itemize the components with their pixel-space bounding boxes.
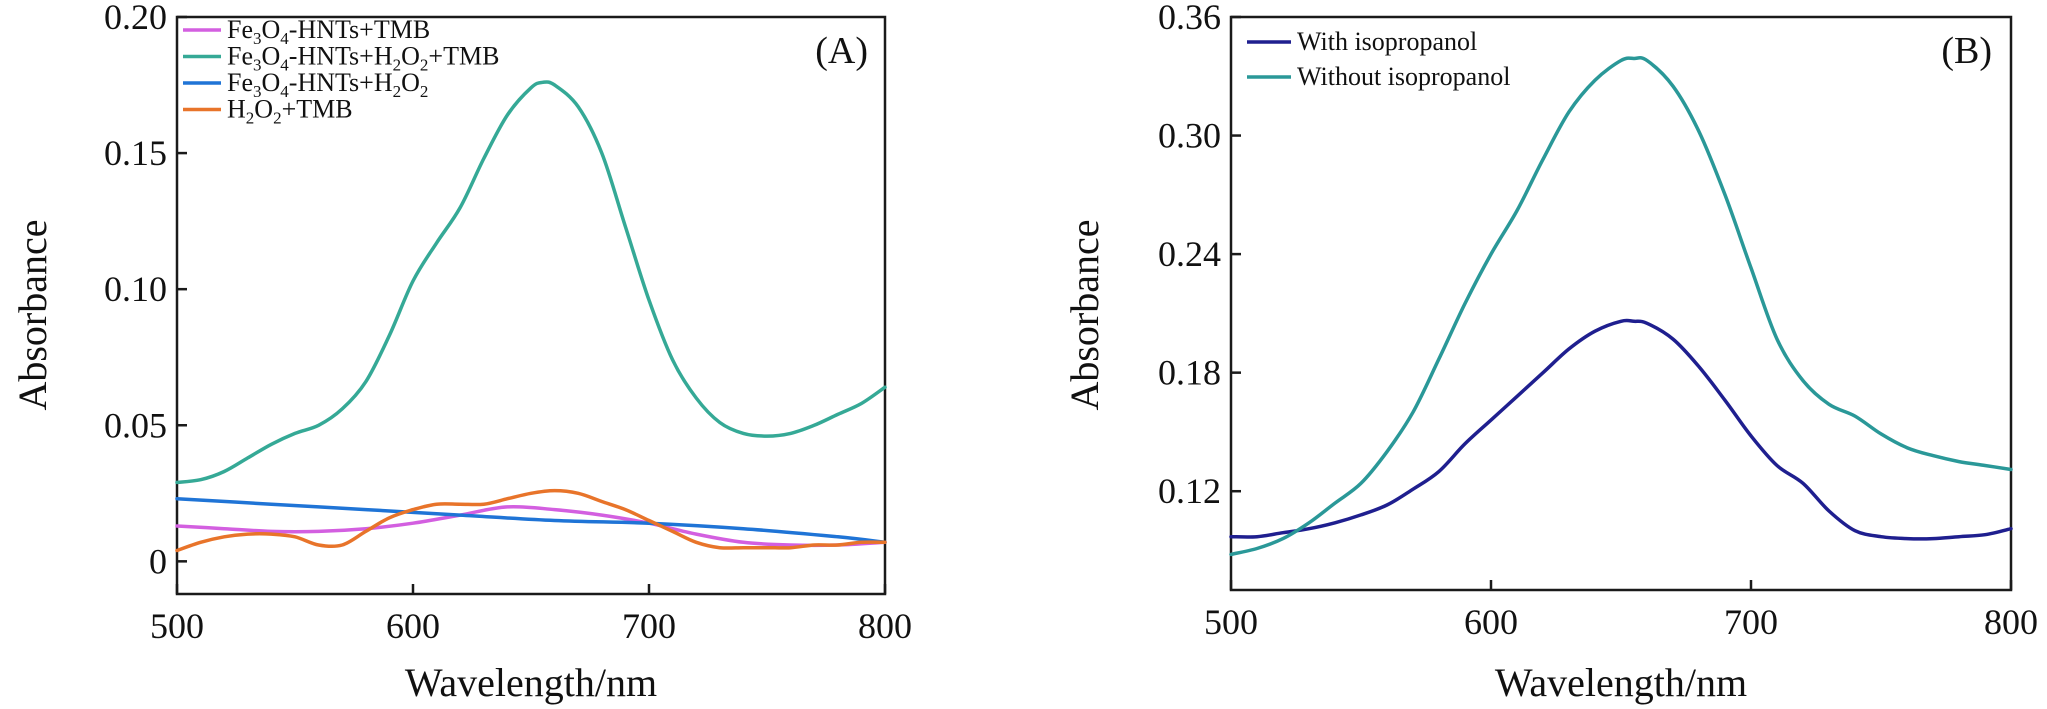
x-tick-label-b: 800 xyxy=(1984,602,2038,642)
series-line-b-1 xyxy=(1229,56,2013,557)
series-group-b xyxy=(1229,56,2013,557)
y-tick-label-a: 0.10 xyxy=(104,269,167,309)
series-line-a-3 xyxy=(175,488,887,553)
y-tick-label-b: 0.36 xyxy=(1158,0,1221,37)
x-tick-label-b: 700 xyxy=(1724,602,1778,642)
legend-a: Fe3O4-HNTs+TMBFe3O4-HNTs+H2O2+TMBFe3O4-H… xyxy=(183,15,499,128)
series-group-a xyxy=(175,80,887,553)
x-tick-label-b: 600 xyxy=(1464,602,1518,642)
x-tick-label-a: 700 xyxy=(622,606,676,646)
legend-label-a-2: Fe3O4-HNTs+H2O2 xyxy=(227,68,428,101)
legend-label-a-1: Fe3O4-HNTs+H2O2+TMB xyxy=(227,42,499,75)
y-tick-label-a: 0.05 xyxy=(104,405,167,445)
legend-label-b-0: With isopropanol xyxy=(1297,27,1477,56)
x-tick-label-a: 600 xyxy=(386,606,440,646)
legend-label-b-1: Without isopropanol xyxy=(1297,62,1510,91)
y-tick-label-a: 0.15 xyxy=(104,133,167,173)
legend-b: With isopropanol Without isopropanol xyxy=(1247,27,1510,91)
legend-label-a-0: Fe3O4-HNTs+TMB xyxy=(227,15,430,48)
legend-label-a-3: H2O2+TMB xyxy=(227,95,353,128)
y-tick-label-b: 0.12 xyxy=(1158,471,1221,511)
y-tick-label-b: 0.30 xyxy=(1158,116,1221,156)
plot-frame-a xyxy=(175,15,887,596)
x-axis-label-b: Wavelength/nm xyxy=(1495,660,1747,705)
series-line-a-2 xyxy=(175,496,887,545)
y-axis-label-b: Absorbance xyxy=(1062,219,1107,410)
panel-label-b: (B) xyxy=(1941,30,1992,72)
y-tick-label-b: 0.24 xyxy=(1158,234,1221,274)
y-axis-label-a: Absorbance xyxy=(10,219,55,410)
series-line-a-0 xyxy=(175,504,887,548)
axis-ticks-a: 500 600 700 800 0 0.05 0.10 0.15 0.20 xyxy=(104,0,912,646)
chart-panel-b: 500 600 700 800 0.12 0.18 0.24 0.30 0.36 With is… xyxy=(1062,0,2038,705)
chart-panel-a: 500 600 700 800 0 0.05 0.10 0.15 0.20 Fe3O4-HNTs… xyxy=(10,0,912,705)
x-axis-label-a: Wavelength/nm xyxy=(405,660,657,705)
plot-frame-b xyxy=(1229,15,2013,592)
axis-ticks-b: 500 600 700 800 0.12 0.18 0.24 0.30 0.36 xyxy=(1158,0,2038,642)
y-tick-label-b: 0.18 xyxy=(1158,353,1221,393)
y-tick-label-a: 0.20 xyxy=(104,0,167,37)
x-tick-label-b: 500 xyxy=(1204,602,1258,642)
x-tick-label-a: 800 xyxy=(858,606,912,646)
series-line-a-1 xyxy=(175,80,887,485)
x-tick-label-a: 500 xyxy=(150,606,204,646)
panel-label-a: (A) xyxy=(815,30,868,72)
y-tick-label-a: 0 xyxy=(149,541,167,581)
series-line-b-0 xyxy=(1229,318,2013,541)
